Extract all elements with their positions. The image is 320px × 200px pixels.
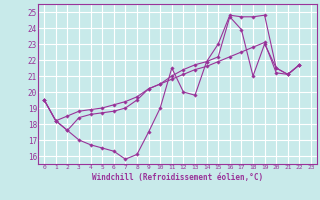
X-axis label: Windchill (Refroidissement éolien,°C): Windchill (Refroidissement éolien,°C) [92, 173, 263, 182]
